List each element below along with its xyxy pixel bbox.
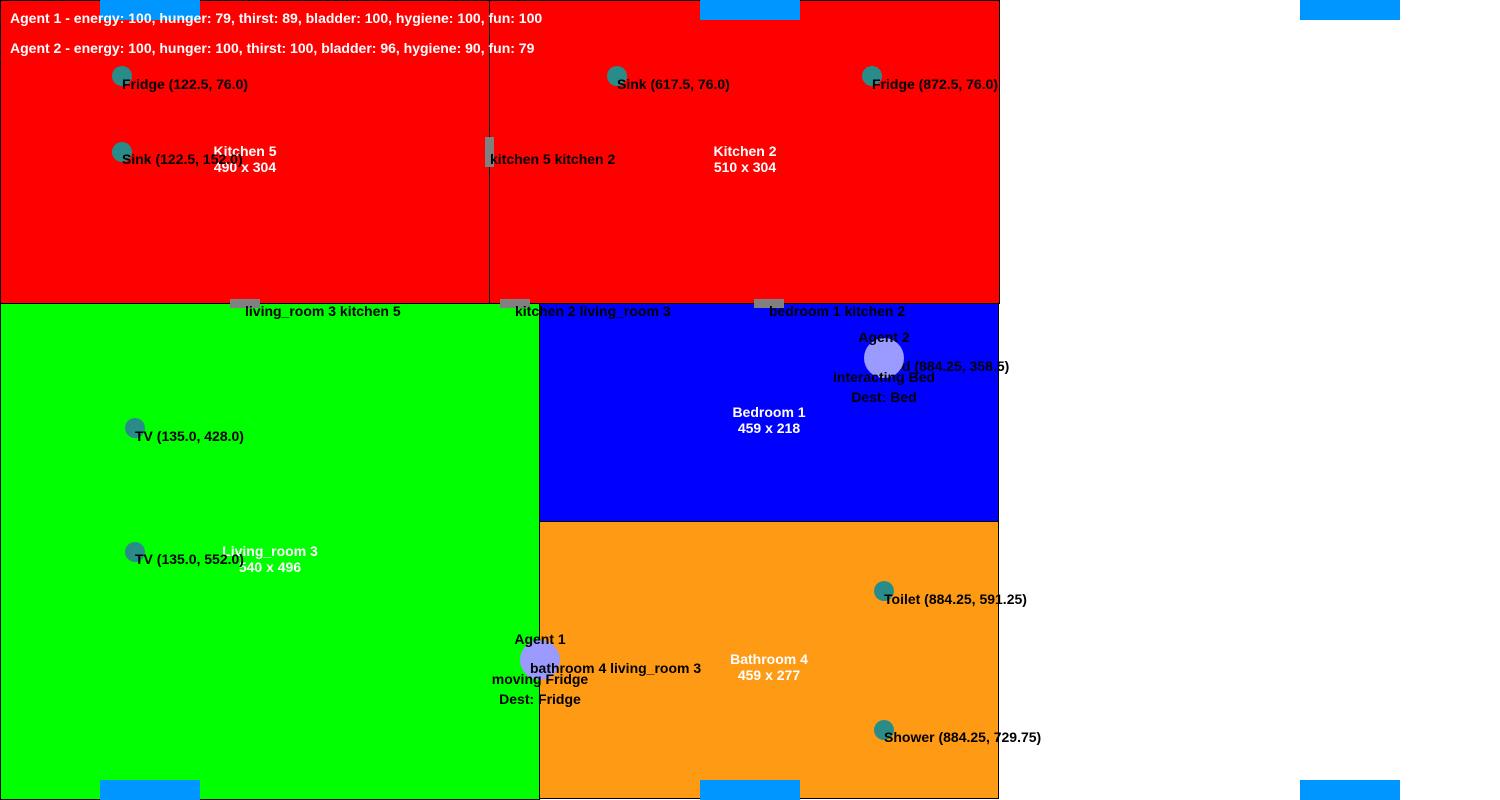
room-name: Kitchen 5 [213, 143, 277, 159]
room-kitchen-5 [0, 0, 490, 304]
agent-2-dest: Dest: Bed [851, 389, 917, 405]
door-kitchen2-living3[interactable] [500, 299, 530, 308]
sink-label-kitchen-5: Sink (122.5, 152.0) [122, 151, 243, 167]
room-label-bedroom-1: Bedroom 1 459 x 218 [732, 404, 805, 436]
room-label-living-room-3: Living_room 3 540 x 496 [222, 543, 318, 575]
agent-2-needs-status: Agent 2 - energy: 100, hunger: 100, thir… [10, 40, 535, 56]
room-size: 540 x 496 [238, 559, 302, 575]
agent-1-info: Agent 1 [514, 629, 565, 649]
portal-top-2[interactable] [700, 0, 800, 20]
door-label-bedroom1-kitchen2: bedroom 1 kitchen 2 [769, 303, 906, 319]
fridge-label-kitchen-2: Fridge (872.5, 76.0) [872, 76, 999, 92]
portal-top-1[interactable] [100, 0, 200, 20]
shower-object[interactable] [874, 720, 894, 740]
door-label-living3-kitchen5: living_room 3 kitchen 5 [245, 303, 401, 319]
tv-label-2: TV (135.0, 552.0) [135, 551, 244, 567]
room-size: 459 x 218 [737, 420, 801, 436]
sink-object-kitchen-2[interactable] [607, 66, 627, 86]
portal-bottom-3[interactable] [1300, 780, 1400, 800]
sink-label-kitchen-2: Sink (617.5, 76.0) [617, 76, 730, 92]
door-bedroom1-kitchen2[interactable] [754, 299, 784, 308]
door-label-kitchen5-kitchen2: kitchen 5 kitchen 2 [490, 151, 616, 167]
room-size: 510 x 304 [713, 159, 777, 175]
door-label-bathroom4-living3: bathroom 4 living_room 3 [530, 660, 702, 676]
toilet-label: Toilet (884.25, 591.25) [884, 591, 1027, 607]
room-name: Bathroom 4 [730, 651, 808, 667]
door-label-kitchen2-living3: kitchen 2 living_room 3 [515, 303, 671, 319]
shower-label: Shower (884.25, 729.75) [884, 729, 1042, 745]
room-label-bathroom-4: Bathroom 4 459 x 277 [730, 651, 808, 683]
room-name: Living_room 3 [222, 543, 318, 559]
fridge-label-kitchen-5: Fridge (122.5, 76.0) [122, 76, 249, 92]
door-living3-kitchen5[interactable] [230, 299, 260, 308]
agent-1-status: moving Fridge Dest: Fridge [492, 669, 588, 709]
agent-1-state: moving Fridge [491, 671, 589, 687]
tv-label-1: TV (135.0, 428.0) [135, 428, 244, 444]
fridge-object-kitchen-2[interactable] [862, 66, 882, 86]
agent-2-status: interacting Bed Dest: Bed [833, 367, 935, 407]
door-kitchen5-kitchen2[interactable] [485, 137, 494, 167]
room-label-kitchen-5: Kitchen 5 490 x 304 [213, 143, 276, 175]
bed-label: Bed (884.25, 358.5) [884, 358, 1010, 374]
room-size: 490 x 304 [213, 159, 277, 175]
room-name: Kitchen 2 [713, 143, 777, 159]
portal-bottom-2[interactable] [700, 780, 800, 800]
agent-2-name: Agent 2 [858, 329, 910, 345]
agent-2-marker[interactable] [864, 338, 904, 378]
agent-1-marker[interactable] [520, 640, 560, 680]
tv-object-2[interactable] [125, 542, 145, 562]
tv-object-1[interactable] [125, 418, 145, 438]
fridge-object-kitchen-5[interactable] [112, 66, 132, 86]
room-kitchen-2 [489, 0, 1000, 304]
room-size: 459 x 277 [737, 667, 801, 683]
room-bedroom-1 [539, 303, 999, 522]
portal-bottom-1[interactable] [100, 780, 200, 800]
room-label-kitchen-2: Kitchen 2 510 x 304 [713, 143, 776, 175]
agent-2-state: interacting Bed [833, 369, 935, 385]
agent-1-dest: Dest: Fridge [499, 691, 581, 707]
agent-1-name: Agent 1 [514, 631, 566, 647]
sink-object-kitchen-5[interactable] [112, 142, 132, 162]
room-name: Bedroom 1 [732, 404, 806, 420]
toilet-object[interactable] [874, 581, 894, 601]
portal-top-3[interactable] [1300, 0, 1400, 20]
agent-2-info: Agent 2 [858, 327, 909, 347]
room-bathroom-4 [539, 521, 999, 799]
agent-1-needs-status: Agent 1 - energy: 100, hunger: 79, thirs… [10, 10, 543, 26]
